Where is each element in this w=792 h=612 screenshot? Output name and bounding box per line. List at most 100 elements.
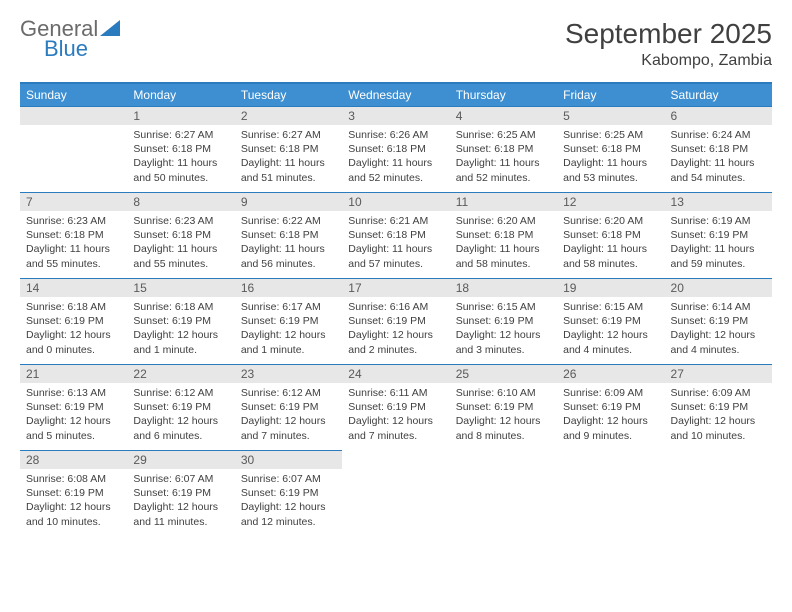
- calendar-day-cell: 7Sunrise: 6:23 AMSunset: 6:18 PMDaylight…: [20, 192, 127, 278]
- day-details: Sunrise: 6:07 AMSunset: 6:19 PMDaylight:…: [127, 469, 234, 535]
- calendar-day-cell: 24Sunrise: 6:11 AMSunset: 6:19 PMDayligh…: [342, 364, 449, 450]
- calendar-day-cell: [450, 450, 557, 536]
- sunrise-line: Sunrise: 6:13 AM: [26, 386, 121, 400]
- sunset-line: Sunset: 6:19 PM: [671, 314, 766, 328]
- sunrise-line: Sunrise: 6:21 AM: [348, 214, 443, 228]
- sunset-line: Sunset: 6:19 PM: [241, 400, 336, 414]
- calendar-day-cell: 14Sunrise: 6:18 AMSunset: 6:19 PMDayligh…: [20, 278, 127, 364]
- day-number: 6: [665, 106, 772, 125]
- day-details: Sunrise: 6:08 AMSunset: 6:19 PMDaylight:…: [20, 469, 127, 535]
- sunset-line: Sunset: 6:19 PM: [563, 314, 658, 328]
- sunset-line: Sunset: 6:18 PM: [348, 228, 443, 242]
- sunrise-line: Sunrise: 6:15 AM: [456, 300, 551, 314]
- calendar-day-cell: 12Sunrise: 6:20 AMSunset: 6:18 PMDayligh…: [557, 192, 664, 278]
- day-number: 26: [557, 364, 664, 383]
- day-details: Sunrise: 6:07 AMSunset: 6:19 PMDaylight:…: [235, 469, 342, 535]
- daylight-line: Daylight: 12 hours and 1 minute.: [241, 328, 336, 356]
- calendar-day-cell: [342, 450, 449, 536]
- calendar-day-cell: 3Sunrise: 6:26 AMSunset: 6:18 PMDaylight…: [342, 106, 449, 192]
- page-title: September 2025: [565, 18, 772, 50]
- calendar-day-cell: [665, 450, 772, 536]
- day-details: Sunrise: 6:12 AMSunset: 6:19 PMDaylight:…: [235, 383, 342, 449]
- day-number: 28: [20, 450, 127, 469]
- calendar-day-cell: 10 Sunrise: 6:21 AMSunset: 6:18 PMDayligh…: [342, 192, 449, 278]
- weekday-header: Friday: [557, 84, 664, 106]
- day-details: Sunrise: 6:09 AMSunset: 6:19 PMDaylight:…: [665, 383, 772, 449]
- daylight-line: Daylight: 12 hours and 10 minutes.: [26, 500, 121, 528]
- day-details: Sunrise: 6:22 AMSunset: 6:18 PMDaylight:…: [235, 211, 342, 277]
- calendar-table: SundayMondayTuesdayWednesdayThursdayFrid…: [20, 84, 772, 536]
- daylight-line: Daylight: 12 hours and 10 minutes.: [671, 414, 766, 442]
- day-number: 19: [557, 278, 664, 297]
- daylight-line: Daylight: 11 hours and 52 minutes.: [348, 156, 443, 184]
- sunrise-line: Sunrise: 6:23 AM: [26, 214, 121, 228]
- daylight-line: Daylight: 12 hours and 11 minutes.: [133, 500, 228, 528]
- day-details: Sunrise: 6:27 AMSunset: 6:18 PMDaylight:…: [127, 125, 234, 191]
- daylight-line: Daylight: 12 hours and 6 minutes.: [133, 414, 228, 442]
- daylight-line: Daylight: 11 hours and 56 minutes.: [241, 242, 336, 270]
- day-details: Sunrise: 6:26 AMSunset: 6:18 PMDaylight:…: [342, 125, 449, 191]
- sunrise-line: Sunrise: 6:16 AM: [348, 300, 443, 314]
- day-number: 21: [20, 364, 127, 383]
- day-number: 13: [665, 192, 772, 211]
- sunrise-line: Sunrise: 6:08 AM: [26, 472, 121, 486]
- calendar-day-cell: 16Sunrise: 6:17 AMSunset: 6:19 PMDayligh…: [235, 278, 342, 364]
- daylight-line: Daylight: 11 hours and 51 minutes.: [241, 156, 336, 184]
- calendar-week-row: 7Sunrise: 6:23 AMSunset: 6:18 PMDaylight…: [20, 192, 772, 278]
- sunset-line: Sunset: 6:19 PM: [241, 486, 336, 500]
- sunrise-line: Sunrise: 6:25 AM: [456, 128, 551, 142]
- day-details: Sunrise: 6:13 AMSunset: 6:19 PMDaylight:…: [20, 383, 127, 449]
- sunset-line: Sunset: 6:19 PM: [348, 400, 443, 414]
- day-details: Sunrise: 6:16 AMSunset: 6:19 PMDaylight:…: [342, 297, 449, 363]
- day-details: Sunrise: 6:23 AMSunset: 6:18 PMDaylight:…: [127, 211, 234, 277]
- daylight-line: Daylight: 12 hours and 8 minutes.: [456, 414, 551, 442]
- day-details: Sunrise: 6:15 AMSunset: 6:19 PMDaylight:…: [450, 297, 557, 363]
- day-details: Sunrise: 6:19 AMSunset: 6:19 PMDaylight:…: [665, 211, 772, 277]
- calendar-week-row: 21Sunrise: 6:13 AMSunset: 6:19 PMDayligh…: [20, 364, 772, 450]
- day-number: 15: [127, 278, 234, 297]
- title-block: September 2025 Kabompo, Zambia: [565, 18, 772, 70]
- daylight-line: Daylight: 12 hours and 4 minutes.: [563, 328, 658, 356]
- calendar-day-cell: 25Sunrise: 6:10 AMSunset: 6:19 PMDayligh…: [450, 364, 557, 450]
- sunset-line: Sunset: 6:18 PM: [133, 228, 228, 242]
- daylight-line: Daylight: 11 hours and 50 minutes.: [133, 156, 228, 184]
- sunrise-line: Sunrise: 6:12 AM: [133, 386, 228, 400]
- calendar-day-cell: 23Sunrise: 6:12 AMSunset: 6:19 PMDayligh…: [235, 364, 342, 450]
- sunset-line: Sunset: 6:19 PM: [456, 400, 551, 414]
- sunrise-line: Sunrise: 6:09 AM: [563, 386, 658, 400]
- calendar-day-cell: 1Sunrise: 6:27 AMSunset: 6:18 PMDaylight…: [127, 106, 234, 192]
- calendar-day-cell: 19Sunrise: 6:15 AMSunset: 6:19 PMDayligh…: [557, 278, 664, 364]
- day-number: 3: [342, 106, 449, 125]
- day-details: Sunrise: 6:27 AMSunset: 6:18 PMDaylight:…: [235, 125, 342, 191]
- daylight-line: Daylight: 12 hours and 1 minute.: [133, 328, 228, 356]
- daylight-line: Daylight: 12 hours and 9 minutes.: [563, 414, 658, 442]
- sunrise-line: Sunrise: 6:20 AM: [456, 214, 551, 228]
- daylight-line: Daylight: 12 hours and 3 minutes.: [456, 328, 551, 356]
- logo: General Blue: [20, 18, 120, 60]
- sunset-line: Sunset: 6:18 PM: [456, 228, 551, 242]
- day-number: 23: [235, 364, 342, 383]
- calendar-day-cell: [557, 450, 664, 536]
- sunrise-line: Sunrise: 6:19 AM: [671, 214, 766, 228]
- day-number: 11: [450, 192, 557, 211]
- day-details: Sunrise: 6:11 AMSunset: 6:19 PMDaylight:…: [342, 383, 449, 449]
- daylight-line: Daylight: 11 hours and 57 minutes.: [348, 242, 443, 270]
- sunset-line: Sunset: 6:19 PM: [26, 400, 121, 414]
- day-number: 24: [342, 364, 449, 383]
- day-details: Sunrise: 6:17 AMSunset: 6:19 PMDaylight:…: [235, 297, 342, 363]
- calendar-week-row: 28Sunrise: 6:08 AMSunset: 6:19 PMDayligh…: [20, 450, 772, 536]
- weekday-header: Thursday: [450, 84, 557, 106]
- sunset-line: Sunset: 6:19 PM: [563, 400, 658, 414]
- daylight-line: Daylight: 12 hours and 5 minutes.: [26, 414, 121, 442]
- header: General Blue September 2025 Kabompo, Zam…: [20, 18, 772, 70]
- weekday-header: Wednesday: [342, 84, 449, 106]
- sunrise-line: Sunrise: 6:24 AM: [671, 128, 766, 142]
- calendar-day-cell: 9Sunrise: 6:22 AMSunset: 6:18 PMDaylight…: [235, 192, 342, 278]
- weekday-header: Tuesday: [235, 84, 342, 106]
- sunrise-line: Sunrise: 6:11 AM: [348, 386, 443, 400]
- daylight-line: Daylight: 12 hours and 0 minutes.: [26, 328, 121, 356]
- day-number: 17: [342, 278, 449, 297]
- day-number: 10: [342, 192, 449, 211]
- calendar-day-cell: 2Sunrise: 6:27 AMSunset: 6:18 PMDaylight…: [235, 106, 342, 192]
- calendar-week-row: 14Sunrise: 6:18 AMSunset: 6:19 PMDayligh…: [20, 278, 772, 364]
